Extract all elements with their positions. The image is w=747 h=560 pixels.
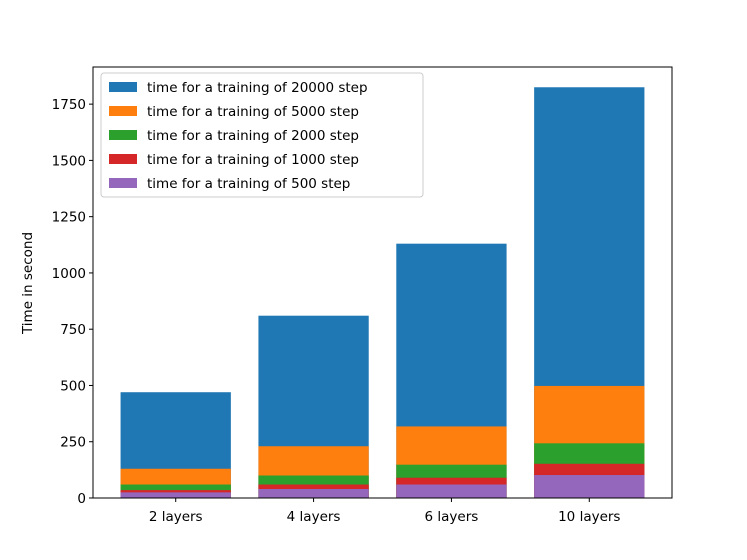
legend-box (100, 72, 424, 198)
x-tick-label-0: 2 layers (149, 509, 203, 525)
bars-group (120, 87, 645, 498)
x-tick-label-3: 10 layers (558, 509, 620, 525)
legend: time for a training of 20000 step time fo… (100, 72, 424, 198)
y-tick-label-0: 0 (77, 491, 86, 507)
legend-swatch-4 (109, 178, 137, 188)
legend-swatch-2 (109, 130, 137, 140)
y-tick-label-3: 750 (60, 322, 86, 338)
y-tick-label-7: 1750 (52, 97, 86, 113)
legend-label-4: time for a training of 500 step (147, 176, 350, 192)
legend-label-3: time for a training of 1000 step (147, 152, 359, 168)
y-tick-label-2: 500 (60, 378, 86, 394)
legend-label-2: time for a training of 2000 step (147, 128, 359, 144)
legend-label-0: time for a training of 20000 step (147, 80, 368, 96)
y-tick-label-6: 1500 (52, 153, 86, 169)
bar-4-1 (258, 489, 369, 498)
legend-label-1: time for a training of 5000 step (147, 104, 359, 120)
y-tick-label-4: 1000 (52, 266, 86, 282)
legend-swatch-0 (109, 82, 137, 92)
plot-frame (92, 66, 673, 499)
bar-4-2 (396, 484, 507, 498)
y-tick-label-1: 250 (60, 435, 86, 451)
y-tick-label-5: 1250 (52, 210, 86, 226)
x-tick-label-1: 4 layers (287, 509, 341, 525)
y-axis-label: Time in second (20, 232, 36, 335)
legend-swatch-1 (109, 106, 137, 116)
bar-4-3 (534, 475, 645, 498)
ticks-group: 0 250 500 750 1000 1250 1500 1750 2 layers 4 laye… (52, 97, 621, 525)
legend-swatch-3 (109, 154, 137, 164)
axes-group (92, 66, 673, 499)
bar-4-0 (120, 492, 231, 498)
x-tick-label-2: 6 layers (425, 509, 479, 525)
